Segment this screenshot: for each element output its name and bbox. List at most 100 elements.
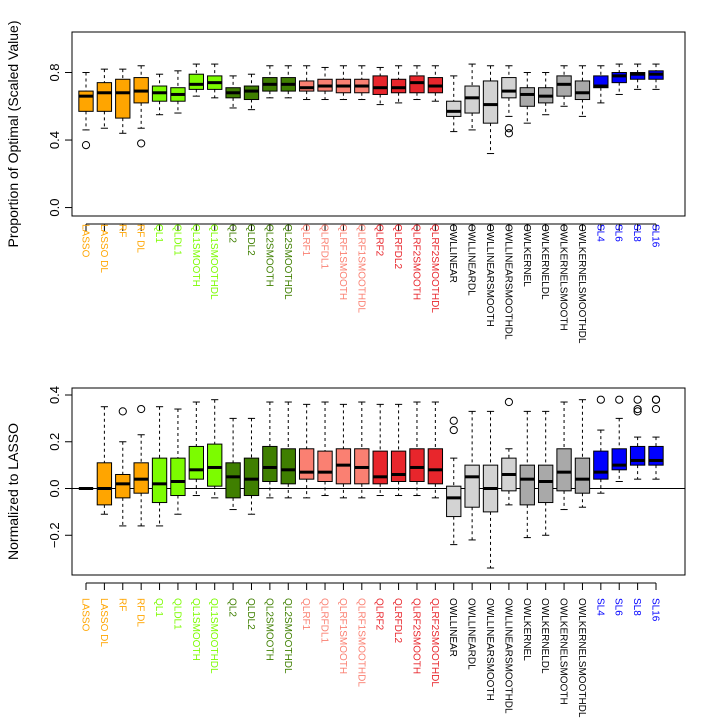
box-qlrfdl1 [317, 66, 333, 101]
box-qldl1 [170, 408, 186, 515]
box-iqr [317, 450, 333, 482]
box-qlrf2 [372, 66, 388, 106]
box-ql2smoothdl [280, 65, 296, 99]
y-tick-label: 0.8 [47, 63, 62, 81]
box-iqr [519, 87, 535, 107]
x-tick-label: QLRF1SMOOTHDL [355, 598, 366, 687]
x-tick-label: LASSO [80, 598, 91, 632]
x-tick-label: QLRF1 [300, 598, 311, 631]
box-ql1smoothdl [207, 63, 223, 99]
box-iqr [482, 80, 499, 124]
y-tick-label: 0.4 [47, 131, 62, 149]
box-owlkernelsmooth [556, 401, 572, 511]
x-tick-label: QLRFDL2 [392, 598, 403, 643]
x-tick-label: SL8 [631, 598, 642, 616]
outlier-point [504, 124, 514, 133]
outlier-point [137, 404, 146, 414]
x-tick-label: QL1SMOOTHDL [208, 224, 219, 300]
box-sl16 [648, 63, 664, 90]
x-tick-label: OWLLINEAR [447, 224, 458, 283]
box-sl6 [611, 395, 627, 482]
box-iqr [464, 464, 480, 508]
box-ql1smooth [188, 63, 204, 97]
box-ql1 [151, 406, 168, 527]
box-iqr [556, 448, 572, 492]
box-sl16 [648, 395, 664, 480]
x-tick-label: SL4 [594, 598, 605, 616]
x-tick-label: OWLKERNELSMOOTHDL [576, 224, 587, 344]
box-iqr [574, 80, 591, 101]
box-iqr [96, 82, 113, 112]
box-sl4 [593, 395, 609, 494]
outlier-point [633, 407, 642, 416]
box-iqr [427, 448, 444, 485]
box-owllinearsmooth [482, 410, 499, 569]
x-tick-label: SL8 [631, 224, 642, 242]
box-owllinear [446, 75, 462, 133]
plot-frame [71, 387, 686, 576]
box-iqr [446, 485, 462, 518]
x-tick-label: QL2 [227, 224, 238, 243]
x-tick-label: QLDL1 [171, 224, 182, 256]
outlier-point [81, 141, 91, 150]
box-iqr [298, 448, 315, 480]
box-iqr [556, 75, 572, 97]
x-tick-label: RF [116, 598, 127, 611]
box-rf-dl [133, 65, 149, 148]
box-qlrf1 [298, 403, 315, 499]
x-tick-label: SL4 [594, 224, 605, 242]
x-tick-label: LASSO DL [98, 598, 109, 647]
box-iqr [629, 72, 646, 80]
box-qldl2 [243, 417, 260, 515]
box-qlrf1smoothdl [354, 65, 370, 101]
box-iqr [372, 450, 388, 485]
x-tick-label: QL1 [153, 224, 164, 243]
x-tick-label: QL1 [153, 598, 164, 617]
box-iqr [648, 445, 664, 466]
box-lasso [78, 72, 94, 150]
boxplot-panel-1: 0.0 0.4 0.8 Proportion of Optimal (Scaled V… [5, 21, 686, 344]
box-iqr [262, 445, 278, 482]
y-tick-label: 0.0 [47, 479, 62, 497]
outlier-point [596, 395, 605, 404]
box-iqr [115, 78, 131, 119]
box-sl8 [629, 395, 646, 480]
x-tick-label: SL6 [613, 598, 624, 616]
box-ql2 [225, 75, 241, 109]
box-sl8 [629, 63, 646, 90]
box-ql1 [151, 73, 168, 116]
box-iqr [225, 462, 241, 499]
box-iqr [78, 90, 94, 112]
outlier-point [504, 397, 514, 407]
box-rf [115, 68, 131, 134]
x-tick-label: OWLKERNELSMOOTH [558, 224, 569, 331]
box-qldl1 [170, 70, 186, 114]
box-iqr [96, 462, 113, 506]
box-iqr [390, 450, 407, 482]
x-tick-label: QL2SMOOTH [263, 224, 274, 287]
plot-frame [71, 31, 686, 217]
box-iqr [390, 78, 407, 94]
box-iqr [188, 445, 204, 480]
box-ql2smooth [262, 65, 278, 99]
box-owlkerneldl [538, 410, 554, 536]
y-tick-label: −0.2 [47, 522, 62, 548]
x-tick-label: QLRF2SMOOTH [410, 598, 421, 674]
x-tick-label: OWLKERNELDL [539, 598, 550, 674]
box-qlrf2smoothdl [427, 65, 444, 102]
x-tick-label: RF DL [135, 598, 146, 627]
box-qlrf2smooth [409, 401, 425, 497]
x-tick-label: QLRFDL2 [392, 224, 403, 269]
box-iqr [464, 85, 480, 114]
x-tick-label: OWLKERNELDL [539, 224, 550, 300]
box-iqr [611, 448, 627, 471]
x-tick-label: QLDL2 [245, 224, 256, 256]
box-sl6 [611, 63, 627, 95]
x-tick-label: OWLLINEARSMOOTHDL [502, 224, 513, 340]
x-tick-label: LASSO [80, 224, 91, 258]
box-sl4 [593, 65, 609, 104]
box-lasso-dl [96, 406, 113, 515]
box-qlrf2smooth [409, 65, 425, 101]
outlier-point [633, 395, 642, 404]
outlier-point [615, 395, 624, 404]
